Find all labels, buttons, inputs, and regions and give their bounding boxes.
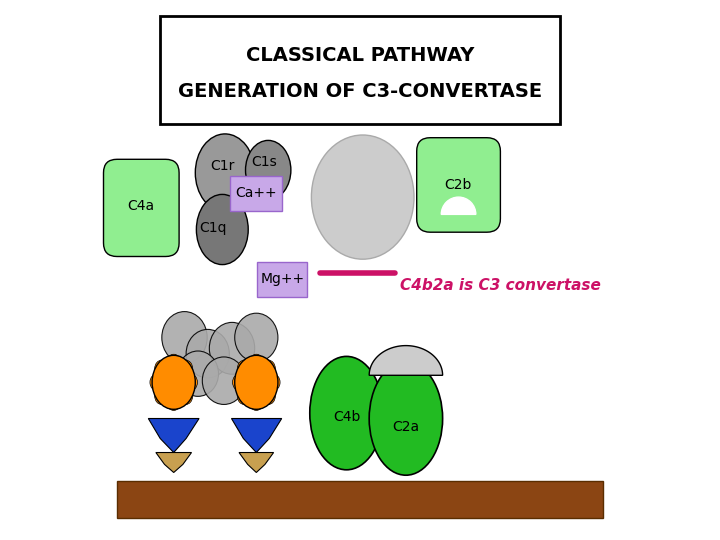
Text: C4b: C4b xyxy=(333,410,360,424)
Ellipse shape xyxy=(195,134,255,212)
FancyBboxPatch shape xyxy=(104,159,179,256)
Ellipse shape xyxy=(155,387,170,404)
Ellipse shape xyxy=(162,312,207,363)
FancyBboxPatch shape xyxy=(117,481,603,518)
Text: C4b2a is C3 convertase: C4b2a is C3 convertase xyxy=(400,278,601,293)
FancyBboxPatch shape xyxy=(230,176,282,211)
Ellipse shape xyxy=(235,313,278,362)
Polygon shape xyxy=(369,346,443,375)
Ellipse shape xyxy=(186,329,229,378)
FancyBboxPatch shape xyxy=(417,138,500,232)
Ellipse shape xyxy=(369,362,443,475)
FancyBboxPatch shape xyxy=(160,16,560,124)
Text: C1r: C1r xyxy=(210,159,235,173)
Polygon shape xyxy=(232,418,282,453)
Text: GENERATION OF C3-CONVERTASE: GENERATION OF C3-CONVERTASE xyxy=(178,82,542,101)
Text: Mg++: Mg++ xyxy=(260,272,305,286)
Text: Ca++: Ca++ xyxy=(235,186,277,200)
Text: CLASSICAL PATHWAY: CLASSICAL PATHWAY xyxy=(246,46,474,65)
Polygon shape xyxy=(239,453,274,472)
Ellipse shape xyxy=(233,374,248,391)
Ellipse shape xyxy=(166,354,181,372)
Ellipse shape xyxy=(155,360,170,377)
Ellipse shape xyxy=(202,357,246,404)
Ellipse shape xyxy=(310,356,383,470)
Wedge shape xyxy=(441,197,476,214)
Text: C2b: C2b xyxy=(444,178,472,192)
Polygon shape xyxy=(156,453,192,472)
Ellipse shape xyxy=(210,322,255,374)
Ellipse shape xyxy=(246,140,291,200)
Polygon shape xyxy=(148,418,199,453)
Ellipse shape xyxy=(177,351,219,396)
Ellipse shape xyxy=(249,393,264,410)
Ellipse shape xyxy=(152,355,195,409)
Text: C1q: C1q xyxy=(199,221,227,235)
Ellipse shape xyxy=(235,355,278,409)
Ellipse shape xyxy=(197,194,248,265)
Ellipse shape xyxy=(265,374,280,391)
Ellipse shape xyxy=(311,135,414,259)
Text: C1s: C1s xyxy=(251,155,276,169)
Ellipse shape xyxy=(166,393,181,410)
Ellipse shape xyxy=(260,387,275,404)
Text: C4a: C4a xyxy=(127,199,155,213)
Ellipse shape xyxy=(150,374,165,391)
Text: C2a: C2a xyxy=(392,420,420,434)
Ellipse shape xyxy=(238,360,253,377)
Ellipse shape xyxy=(178,387,193,404)
Ellipse shape xyxy=(182,374,197,391)
Ellipse shape xyxy=(260,360,275,377)
Ellipse shape xyxy=(178,360,193,377)
Ellipse shape xyxy=(238,387,253,404)
Ellipse shape xyxy=(249,354,264,372)
FancyBboxPatch shape xyxy=(258,262,307,297)
